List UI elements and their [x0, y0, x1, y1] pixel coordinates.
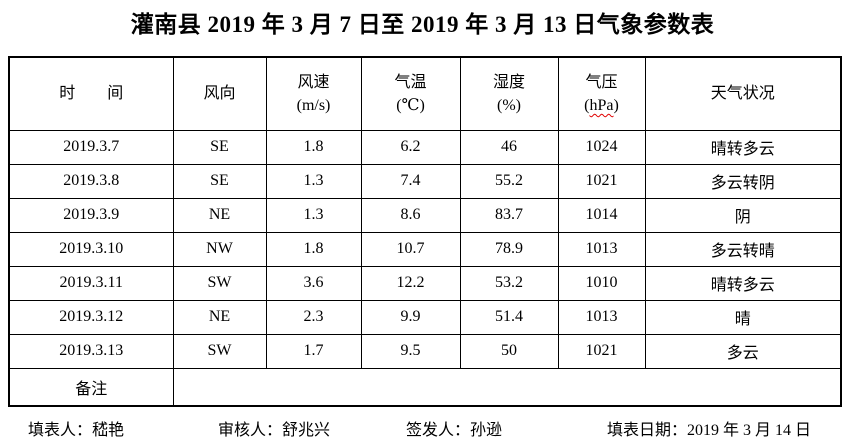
cell-weather: 多云转阴 [644, 163, 842, 199]
document-footer: 填表人：嵇艳 审核人：舒兆兴 签发人：孙逊 填表日期：2019 年 3 月 14… [0, 416, 845, 440]
header-cell-wind-direction: 风向 [172, 56, 267, 131]
pressure-unit-text: hPa [589, 96, 614, 114]
cell-wind-direction: NE [172, 299, 267, 335]
cell-date: 2019.3.11 [8, 265, 174, 301]
preparer-label: 填表人： [28, 422, 93, 439]
cell-temperature: 8.6 [360, 197, 461, 233]
cell-wind-direction: SW [172, 265, 267, 301]
header-temperature-label: 气温 [394, 73, 427, 91]
cell-temperature: 9.9 [360, 299, 461, 335]
cell-pressure: 1013 [557, 299, 646, 335]
cell-pressure: 1014 [557, 197, 646, 233]
cell-wind-direction: SE [172, 163, 267, 199]
cell-temperature: 12.2 [360, 265, 461, 301]
cell-humidity: 50 [459, 333, 559, 369]
page-title: 灌南县 2019 年 3 月 7 日至 2019 年 3 月 13 日气象参数表 [130, 12, 715, 37]
cell-weather: 晴转多云 [644, 265, 842, 301]
cell-date: 2019.3.7 [8, 129, 174, 165]
cell-temperature: 6.2 [360, 129, 461, 165]
header-wind-speed-label: 风速 [297, 73, 330, 91]
remark-row: 备注 [8, 367, 842, 407]
header-pressure-unit: (hPa) [559, 94, 644, 117]
cell-wind-direction: NW [172, 231, 267, 267]
cell-date: 2019.3.10 [8, 231, 174, 267]
preparer-field: 填表人：嵇艳 [28, 416, 124, 440]
cell-wind-speed: 1.7 [265, 333, 362, 369]
cell-humidity: 55.2 [459, 163, 559, 199]
cell-wind-speed: 2.3 [265, 299, 362, 335]
cell-wind-direction: SE [172, 129, 267, 165]
fill-date-label: 填表日期： [607, 422, 688, 439]
table-row: 2019.3.13 SW 1.7 9.5 50 1021 多云 [8, 333, 842, 369]
cell-wind-speed: 1.3 [265, 197, 362, 233]
cell-temperature: 10.7 [360, 231, 461, 267]
cell-pressure: 1010 [557, 265, 646, 301]
cell-temperature: 7.4 [360, 163, 461, 199]
table-row: 2019.3.7 SE 1.8 6.2 46 1024 晴转多云 [8, 129, 842, 165]
issuer-name: 孙逊 [470, 422, 503, 439]
table-row: 2019.3.9 NE 1.3 8.6 83.7 1014 阴 [8, 197, 842, 233]
cell-wind-direction: SW [172, 333, 267, 369]
header-cell-humidity: 湿度 (%) [459, 56, 559, 131]
header-humidity-label: 湿度 [492, 73, 525, 91]
header-cell-wind-speed: 风速 (m/s) [265, 56, 362, 131]
header-cell-pressure: 气压 (hPa) [557, 56, 646, 131]
header-wind-direction-label: 风向 [203, 85, 236, 103]
header-time-label: 时 间 [59, 85, 124, 103]
cell-date: 2019.3.12 [8, 299, 174, 335]
remark-label-cell: 备注 [8, 367, 174, 407]
remark-value-cell [172, 367, 842, 407]
cell-weather: 多云转晴 [644, 231, 842, 267]
cell-wind-direction: NE [172, 197, 267, 233]
header-cell-time: 时 间 [8, 56, 174, 131]
cell-wind-speed: 1.3 [265, 163, 362, 199]
table-row: 2019.3.11 SW 3.6 12.2 53.2 1010 晴转多云 [8, 265, 842, 301]
cell-weather: 晴转多云 [644, 129, 842, 165]
table-row: 2019.3.8 SE 1.3 7.4 55.2 1021 多云转阴 [8, 163, 842, 199]
cell-humidity: 46 [459, 129, 559, 165]
cell-pressure: 1024 [557, 129, 646, 165]
cell-date: 2019.3.9 [8, 197, 174, 233]
cell-date: 2019.3.13 [8, 333, 174, 369]
header-wind-speed-unit: (m/s) [296, 96, 331, 114]
cell-pressure: 1021 [557, 163, 646, 199]
fill-date-field: 填表日期：2019 年 3 月 14 日 [607, 416, 811, 440]
pressure-unit-paren-open: ( [584, 96, 590, 114]
header-pressure-label: 气压 [585, 73, 618, 91]
cell-weather: 多云 [644, 333, 842, 369]
reviewer-label: 审核人： [218, 422, 283, 439]
cell-date: 2019.3.8 [8, 163, 174, 199]
issuer-field: 签发人：孙逊 [406, 416, 502, 440]
table-row: 2019.3.12 NE 2.3 9.9 51.4 1013 晴 [8, 299, 842, 335]
reviewer-field: 审核人：舒兆兴 [218, 416, 330, 440]
header-temperature-unit: (℃) [396, 96, 425, 114]
header-cell-weather: 天气状况 [644, 56, 842, 131]
header-weather-label: 天气状况 [710, 85, 775, 103]
weather-table: 时 间 风向 风速 (m/s) 气温 (℃) 湿度 (%) [8, 56, 842, 407]
table-header-row: 时 间 风向 风速 (m/s) 气温 (℃) 湿度 (%) [8, 56, 842, 131]
cell-weather: 晴 [644, 299, 842, 335]
cell-humidity: 78.9 [459, 231, 559, 267]
cell-pressure: 1021 [557, 333, 646, 369]
header-cell-temperature: 气温 (℃) [360, 56, 461, 131]
issuer-label: 签发人： [406, 422, 471, 439]
cell-humidity: 83.7 [459, 197, 559, 233]
header-humidity-unit: (%) [497, 96, 521, 114]
fill-date-value: 2019 年 3 月 14 日 [687, 422, 812, 439]
cell-wind-speed: 1.8 [265, 231, 362, 267]
table-row: 2019.3.10 NW 1.8 10.7 78.9 1013 多云转晴 [8, 231, 842, 267]
cell-weather: 阴 [644, 197, 842, 233]
cell-humidity: 51.4 [459, 299, 559, 335]
preparer-name: 嵇艳 [92, 422, 125, 439]
cell-humidity: 53.2 [459, 265, 559, 301]
cell-temperature: 9.5 [360, 333, 461, 369]
reviewer-name: 舒兆兴 [282, 422, 331, 439]
cell-pressure: 1013 [557, 231, 646, 267]
pressure-unit-paren-close: ) [613, 96, 619, 114]
cell-wind-speed: 3.6 [265, 265, 362, 301]
cell-wind-speed: 1.8 [265, 129, 362, 165]
